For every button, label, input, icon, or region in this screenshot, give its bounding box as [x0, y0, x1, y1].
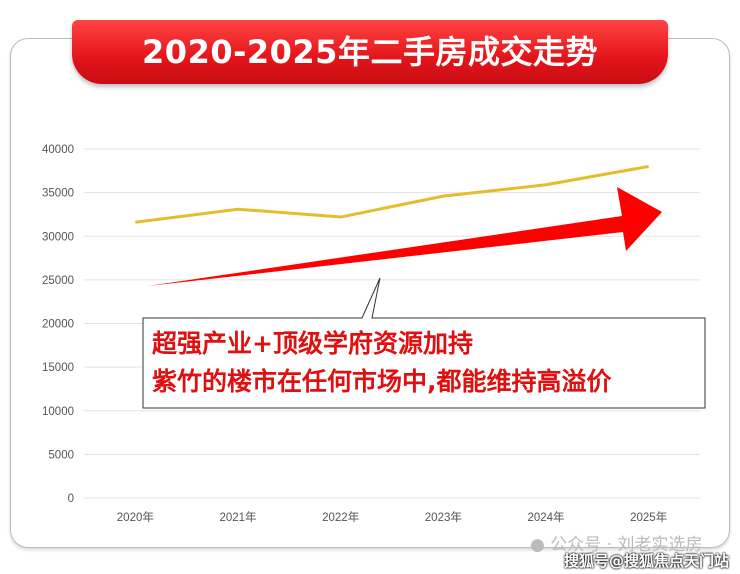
- x-tick-label: 2022年: [322, 510, 359, 524]
- x-tick-label: 2021年: [219, 510, 256, 524]
- sohu-watermark: 搜狐号@搜狐焦点天门站: [564, 552, 730, 570]
- callout-line-1: 超强产业+顶级学府资源加持: [152, 329, 473, 358]
- y-tick-label: 0: [68, 493, 74, 505]
- wechat-watermark-text: 公众号 · 刘老实选房: [550, 535, 703, 555]
- y-tick-label: 20000: [42, 319, 74, 331]
- series-line: [135, 164, 649, 224]
- y-tick-label: 10000: [42, 406, 74, 418]
- trend-arrow: [148, 187, 662, 286]
- y-tick-label: 35000: [42, 188, 74, 200]
- callout-text: 超强产业+顶级学府资源加持 紫竹的楼市在任何市场中,都能维持高溢价: [152, 325, 612, 401]
- y-tick-label: 30000: [42, 231, 74, 243]
- x-tick-label: 2020年: [117, 510, 154, 524]
- x-tick-label: 2024年: [527, 510, 564, 524]
- x-tick-label: 2025年: [630, 510, 667, 524]
- y-tick-label: 25000: [42, 275, 74, 287]
- callout-line-2: 紫竹的楼市在任何市场中,都能维持高溢价: [152, 367, 612, 396]
- y-tick-label: 40000: [42, 144, 74, 156]
- title-banner: 2020-2025年二手房成交走势: [72, 20, 668, 84]
- chart-card: [10, 38, 730, 548]
- callout-box: [142, 277, 706, 409]
- wechat-icon: ●: [530, 535, 545, 555]
- y-tick-label: 5000: [48, 449, 74, 461]
- x-tick-label: 2023年: [425, 510, 462, 524]
- chart-title: 2020-2025年二手房成交走势: [142, 33, 598, 71]
- y-tick-label: 15000: [42, 362, 74, 374]
- wechat-watermark: ● 公众号 · 刘老实选房: [530, 530, 702, 555]
